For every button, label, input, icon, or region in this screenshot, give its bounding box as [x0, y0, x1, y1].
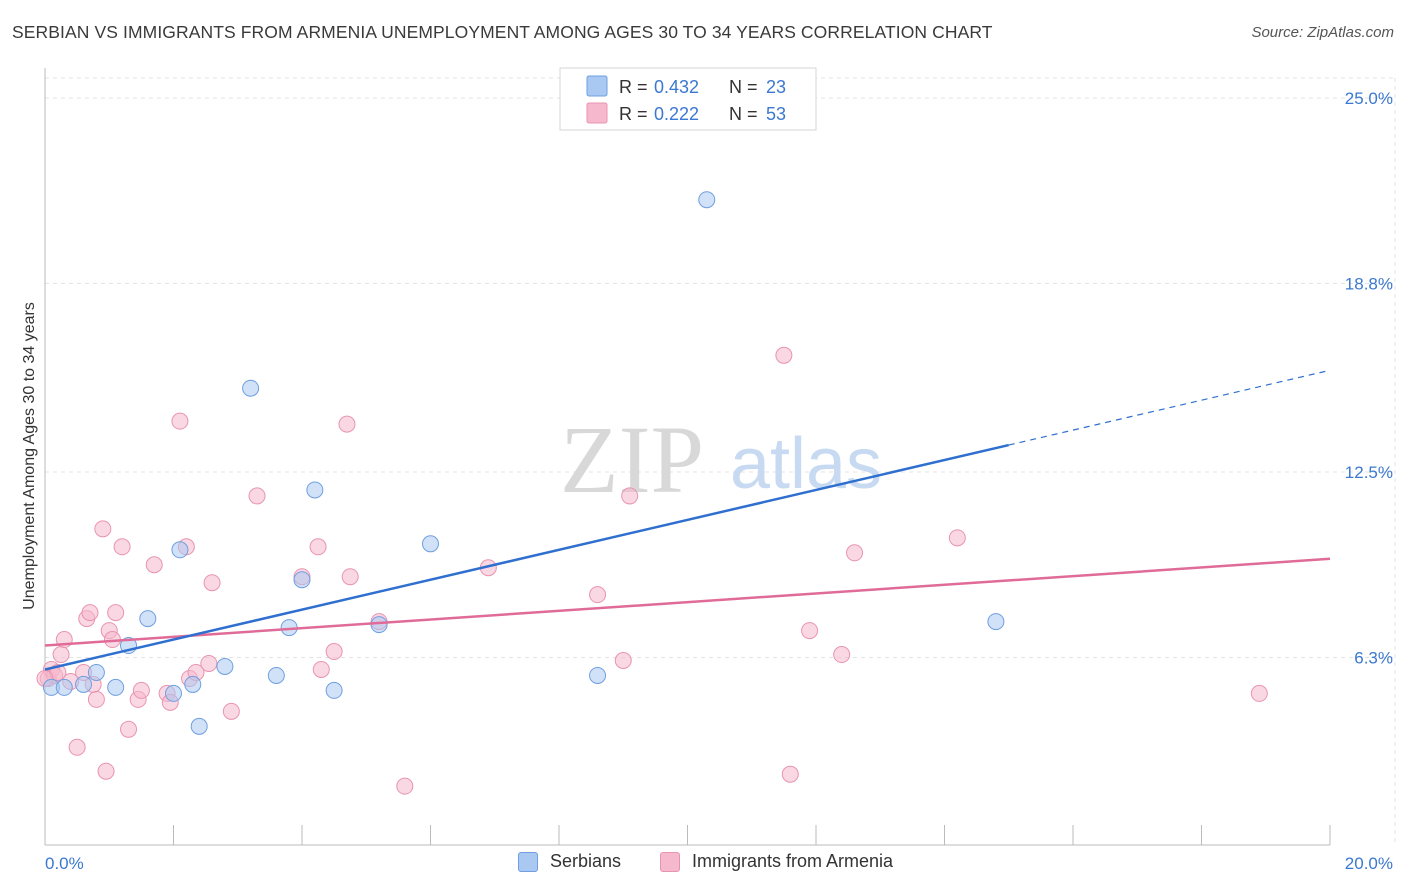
armenia-point [309, 538, 327, 556]
trend-line-serbians-extension [1008, 369, 1331, 446]
armenia-point [81, 604, 99, 622]
tick-labels: 6.3% 12.5% 18.8% 25.0% 0.0% 20.0% [45, 89, 1393, 873]
series-serbians-points [42, 191, 1005, 735]
armenia-point [87, 690, 105, 708]
serbian-point [87, 663, 105, 681]
trend-lines [44, 369, 1331, 671]
legend-swatch-serbians [586, 75, 608, 97]
legend: R = 0.432 N = 23 R = 0.222 N = 53 [559, 67, 817, 131]
armenia-point [120, 720, 138, 738]
legend-r-label: R = [619, 104, 653, 124]
armenia-point [203, 574, 221, 592]
armenia-point [97, 762, 115, 780]
legend-label-armenia: Immigrants from Armenia [692, 851, 894, 871]
y-tick-label: 6.3% [1354, 649, 1393, 668]
legend-item-armenia: Immigrants from Armenia [660, 851, 893, 872]
armenia-point [312, 660, 330, 678]
armenia-point [113, 538, 131, 556]
serbian-point [171, 541, 189, 559]
armenia-point [621, 487, 639, 505]
x-tick-label: 0.0% [45, 854, 84, 873]
legend-r-value: 0.432 [654, 77, 699, 97]
armenia-point [775, 346, 793, 364]
watermark: ZIP atlas [560, 406, 882, 513]
serbian-point [589, 666, 607, 684]
legend-n-value: 23 [766, 77, 786, 97]
armenia-point [396, 777, 414, 795]
trend-line-armenia [44, 557, 1331, 647]
armenia-point [94, 520, 112, 538]
axes [44, 68, 1331, 846]
serbian-point [698, 191, 716, 209]
armenia-point [589, 586, 607, 604]
bottom-legend: Serbians Immigrants from Armenia [0, 851, 1406, 879]
serbian-point [422, 535, 439, 553]
source-label: Source: ZipAtlas.com [1251, 24, 1394, 41]
armenia-point [171, 412, 189, 430]
serbian-point [242, 379, 260, 397]
serbian-point [184, 675, 202, 693]
y-tick-label: 25.0% [1345, 89, 1393, 108]
serbian-point [75, 675, 93, 693]
armenia-point [68, 738, 86, 756]
legend-r-value: 0.222 [654, 104, 699, 124]
armenia-point [341, 568, 359, 586]
serbian-point [293, 571, 311, 589]
serbian-point [306, 481, 324, 499]
y-axis-label: Unemployment Among Ages 30 to 34 years [21, 302, 38, 610]
armenia-point [614, 651, 632, 669]
armenia-point [846, 544, 864, 562]
y-tick-label: 12.5% [1345, 463, 1393, 482]
armenia-point [801, 622, 819, 640]
swatch-serbians [518, 851, 538, 872]
armenia-point [145, 556, 163, 574]
legend-r-label: R = [619, 77, 653, 97]
legend-n-label: N = [729, 77, 763, 97]
armenia-point [200, 654, 218, 672]
armenia-point [833, 646, 851, 664]
serbian-point [55, 678, 73, 696]
armenia-point [222, 702, 240, 720]
legend-label-serbians: Serbians [550, 851, 622, 871]
serbian-point [107, 678, 125, 696]
x-tick-label: 20.0% [1345, 854, 1393, 873]
armenia-point [1250, 684, 1268, 702]
y-tick-label: 18.8% [1345, 275, 1393, 294]
armenia-point [948, 529, 966, 547]
armenia-point [107, 604, 125, 622]
trend-line-serbians [44, 443, 1010, 671]
serbian-point [267, 666, 285, 684]
watermark-atlas: atlas [730, 424, 882, 504]
serbian-point [165, 684, 182, 702]
chart-title: SERBIAN VS IMMIGRANTS FROM ARMENIA UNEMP… [12, 22, 993, 42]
serbian-point [139, 610, 157, 628]
serbian-point [325, 681, 343, 699]
legend-swatch-armenia [586, 102, 608, 124]
armenia-point [132, 681, 150, 699]
legend-n-label: N = [729, 104, 763, 124]
swatch-armenia [660, 851, 680, 872]
legend-item-serbians: Serbians [518, 851, 621, 872]
armenia-point [52, 646, 70, 664]
serbian-point [216, 657, 234, 675]
armenia-point [781, 765, 799, 783]
grid [45, 77, 1396, 845]
serbian-point [190, 717, 208, 735]
serbian-point [987, 613, 1005, 631]
legend-n-value: 53 [766, 104, 786, 124]
armenia-point [248, 487, 266, 505]
armenia-point [325, 643, 343, 661]
armenia-point [338, 415, 356, 433]
